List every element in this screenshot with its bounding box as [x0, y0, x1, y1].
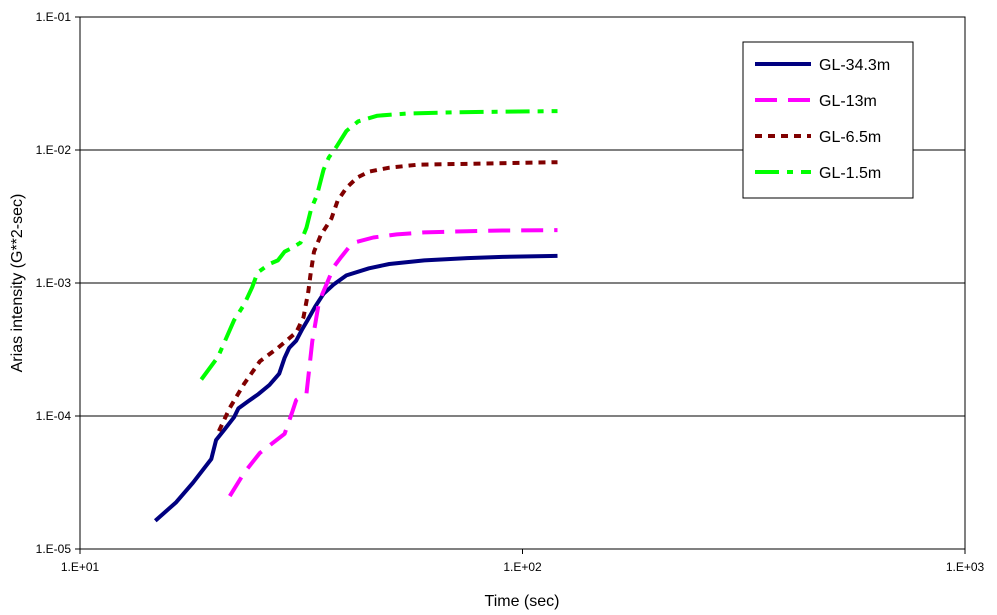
series-lines — [153, 109, 558, 523]
series-line-3 — [217, 160, 558, 432]
x-tick-label: 1.E+02 — [503, 560, 542, 574]
y-tick-label: 1.E-01 — [36, 10, 72, 24]
y-tick-label: 1.E-02 — [36, 143, 72, 157]
legend-label: GL-34.3m — [819, 57, 890, 74]
x-axis-title: Time (sec) — [485, 593, 560, 610]
series-line-4 — [199, 109, 558, 381]
y-tick-label: 1.E-04 — [36, 409, 72, 423]
legend-label: GL-6.5m — [819, 129, 881, 146]
axis-ticks: 1.E-05 1.E-04 1.E-03 1.E-02 1.E-01 1.E+01 1.E+… — [36, 10, 985, 574]
x-tick-label: 1.E+03 — [946, 560, 985, 574]
y-tick-label: 1.E-03 — [36, 276, 72, 290]
legend: GL-34.3m GL-13m GL-6.5m GL-1.5m — [742, 41, 914, 199]
legend-label: GL-13m — [819, 93, 877, 110]
y-tick-label: 1.E-05 — [36, 542, 72, 556]
y-axis-title: Arias intensity (G**2-sec) — [9, 194, 26, 373]
series-line-2 — [228, 228, 558, 498]
legend-label: GL-1.5m — [819, 165, 881, 182]
series-line-1 — [153, 253, 558, 523]
x-tick-label: 1.E+01 — [61, 560, 100, 574]
